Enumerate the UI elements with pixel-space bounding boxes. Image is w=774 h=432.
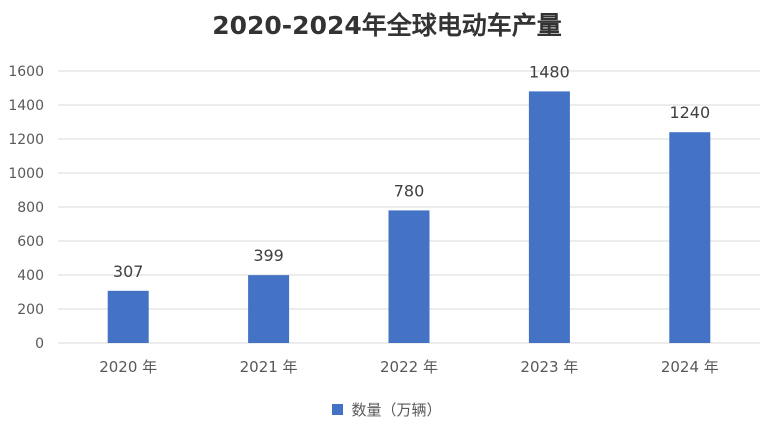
data-label: 399 (253, 246, 284, 265)
bar (107, 290, 149, 343)
data-label: 307 (113, 262, 144, 281)
y-tick-label: 800 (17, 200, 44, 216)
legend-label: 数量（万辆） (351, 401, 442, 419)
y-tick-label: 1200 (8, 132, 44, 148)
bar (528, 91, 570, 344)
data-label: 780 (394, 181, 425, 200)
chart-title: 2020-2024年全球电动车产量 (212, 11, 562, 40)
y-tick-label: 0 (35, 336, 44, 352)
bar (248, 275, 290, 343)
y-tick-label: 1000 (8, 166, 44, 182)
x-tick-label: 2022 年 (380, 358, 438, 376)
x-tick-label: 2024 年 (661, 358, 719, 376)
bar (669, 132, 711, 343)
x-tick-label: 2020 年 (99, 358, 157, 376)
legend-swatch (332, 404, 344, 415)
y-tick-label: 600 (17, 234, 44, 250)
data-label: 1240 (669, 103, 710, 122)
y-tick-label: 400 (17, 268, 44, 284)
y-tick-label: 200 (17, 302, 44, 318)
x-tick-label: 2023 年 (520, 358, 578, 376)
chart-legend: 数量（万辆） (0, 399, 774, 420)
bar (388, 210, 430, 343)
y-tick-label: 1400 (8, 98, 44, 114)
y-tick-label: 1600 (8, 64, 44, 80)
x-tick-label: 2021 年 (240, 358, 298, 376)
data-label: 1480 (529, 62, 570, 81)
